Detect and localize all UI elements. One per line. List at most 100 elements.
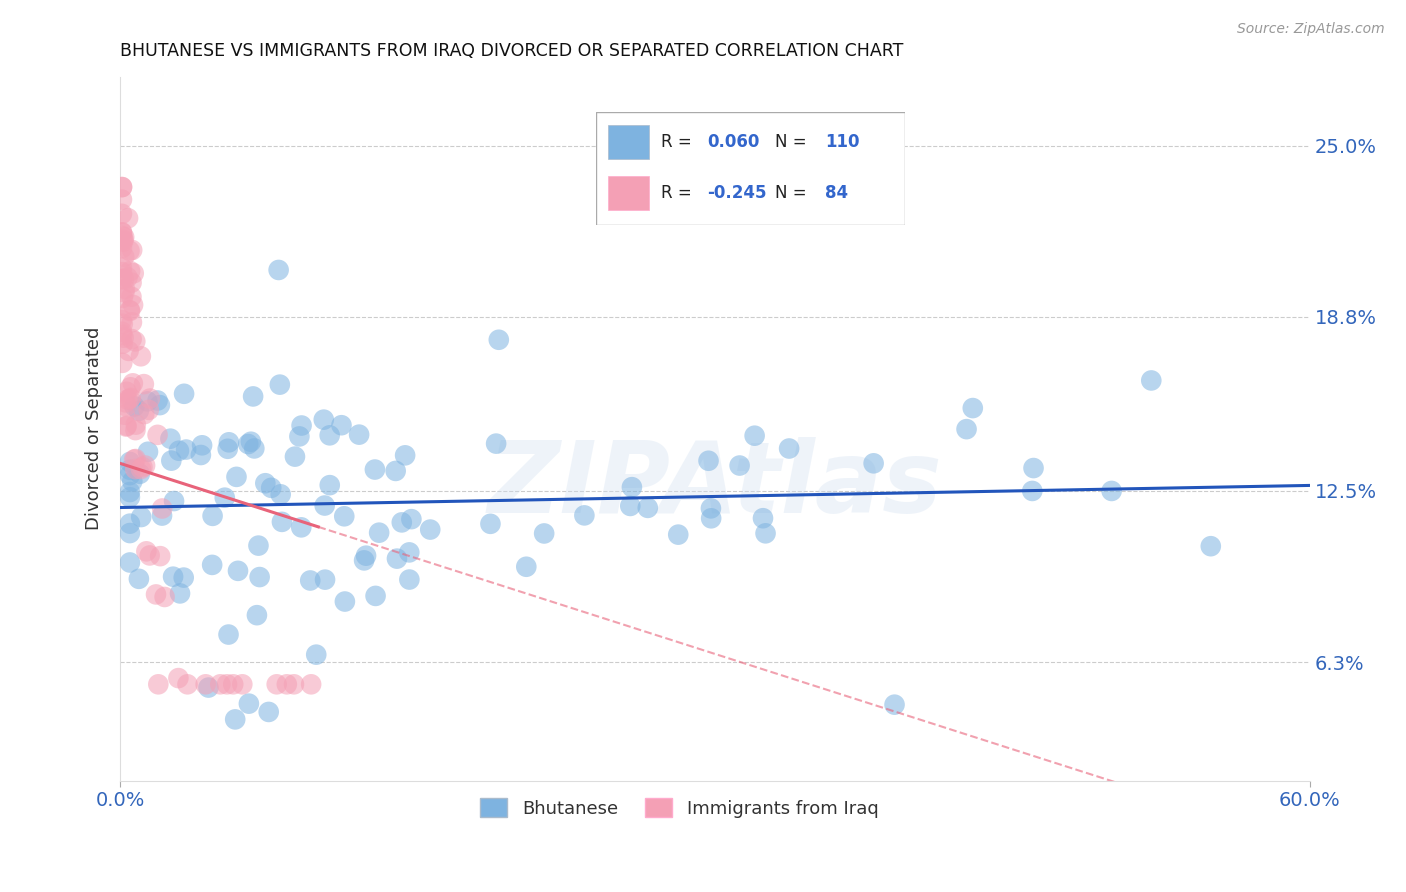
Point — [299, 677, 322, 691]
Point — [312, 412, 335, 426]
Point — [190, 448, 212, 462]
Point — [121, 376, 143, 391]
Point — [138, 403, 160, 417]
Point — [118, 463, 141, 477]
Point — [121, 276, 143, 290]
Point — [401, 512, 423, 526]
Point — [118, 516, 141, 531]
Point — [112, 272, 135, 286]
Point — [246, 608, 269, 623]
Point — [398, 573, 420, 587]
Point — [111, 229, 134, 244]
Point — [111, 265, 134, 279]
Point — [754, 526, 776, 541]
Point — [394, 448, 416, 462]
Point — [114, 408, 136, 422]
Point — [118, 526, 141, 541]
Point — [124, 400, 146, 414]
Point — [314, 573, 336, 587]
Point — [134, 407, 156, 421]
Point — [111, 241, 134, 255]
Point — [254, 476, 277, 491]
Text: BHUTANESE VS IMMIGRANTS FROM IRAQ DIVORCED OR SEPARATED CORRELATION CHART: BHUTANESE VS IMMIGRANTS FROM IRAQ DIVORC… — [120, 42, 903, 60]
Point — [353, 553, 375, 567]
Point — [111, 327, 134, 342]
Point — [139, 392, 162, 406]
Point — [150, 501, 173, 516]
Point — [128, 467, 150, 481]
Point — [111, 356, 134, 370]
Point — [124, 462, 146, 476]
Point — [114, 395, 136, 409]
Point — [174, 442, 197, 457]
Point — [115, 384, 138, 399]
Point — [347, 427, 370, 442]
Point — [120, 304, 142, 318]
Point — [129, 510, 152, 524]
Point — [136, 444, 159, 458]
Point — [883, 698, 905, 712]
Point — [115, 399, 138, 413]
Point — [112, 230, 135, 244]
Point — [266, 677, 288, 691]
Point — [1101, 483, 1123, 498]
Point — [118, 490, 141, 504]
Point — [112, 235, 135, 249]
Point — [330, 418, 353, 433]
Point — [214, 491, 236, 505]
Point — [276, 677, 298, 691]
Point — [319, 478, 342, 492]
Point — [697, 454, 720, 468]
Point — [167, 671, 190, 685]
Point — [115, 419, 138, 434]
Legend: Bhutanese, Immigrants from Iraq: Bhutanese, Immigrants from Iraq — [472, 791, 886, 825]
Point — [238, 437, 260, 451]
Point — [385, 551, 408, 566]
Point — [290, 520, 312, 534]
Point — [533, 526, 555, 541]
Point — [114, 282, 136, 296]
Point — [283, 677, 305, 691]
Point — [637, 500, 659, 515]
Point — [120, 391, 142, 405]
Point — [305, 648, 328, 662]
Point — [124, 334, 146, 349]
Point — [121, 243, 143, 257]
Point — [191, 438, 214, 452]
Point — [270, 487, 292, 501]
Point — [314, 499, 336, 513]
Point — [398, 545, 420, 559]
Point — [160, 453, 183, 467]
Point — [269, 377, 291, 392]
Point — [364, 462, 387, 476]
Point — [124, 423, 146, 437]
Point — [118, 303, 141, 318]
Point — [117, 270, 139, 285]
Point — [121, 332, 143, 346]
Point — [148, 677, 170, 691]
Point — [1199, 539, 1222, 553]
Point — [700, 501, 723, 516]
Point — [267, 263, 290, 277]
Point — [112, 233, 135, 247]
Point — [744, 428, 766, 442]
Point — [224, 712, 246, 726]
Point — [194, 677, 217, 691]
Point — [146, 428, 169, 442]
Point — [150, 508, 173, 523]
Point — [146, 393, 169, 408]
Point — [111, 313, 134, 327]
Point — [862, 456, 884, 470]
Point — [120, 380, 142, 394]
Point — [962, 401, 984, 415]
Point — [728, 458, 751, 473]
Point — [619, 499, 641, 513]
Point — [129, 349, 152, 363]
Point — [120, 264, 142, 278]
Point — [260, 481, 283, 495]
Point — [159, 432, 181, 446]
Point — [117, 211, 139, 226]
Point — [384, 464, 406, 478]
Point — [752, 511, 775, 525]
Point — [288, 429, 311, 443]
